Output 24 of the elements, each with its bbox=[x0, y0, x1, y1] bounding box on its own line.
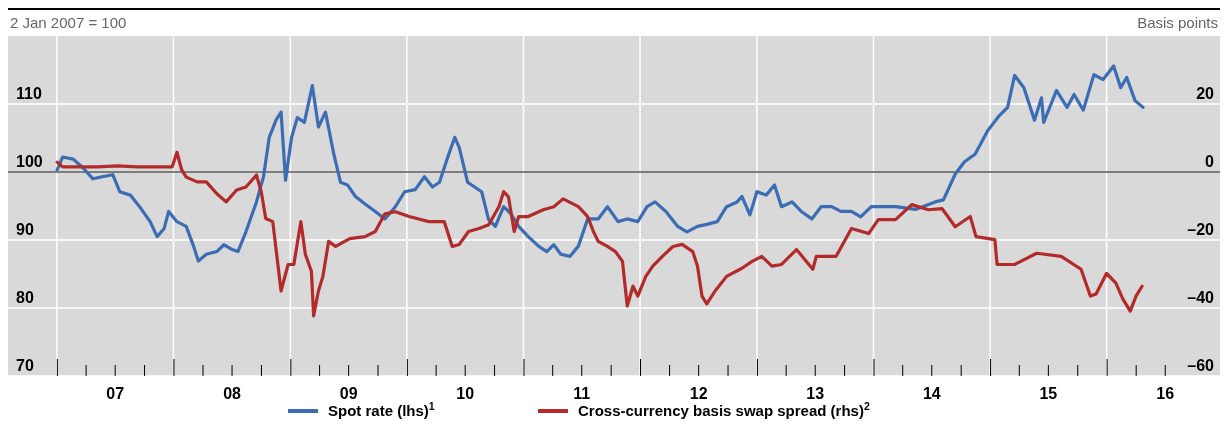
x-tick-label: 07 bbox=[106, 385, 125, 403]
x-tick-label: 10 bbox=[456, 385, 475, 403]
y2-tick-label: 0 bbox=[1205, 153, 1215, 170]
x-tick-label: 11 bbox=[573, 385, 591, 403]
x-tick-label: 13 bbox=[806, 385, 825, 403]
y2-tick-label: –20 bbox=[1187, 221, 1215, 238]
x-tick-label: 15 bbox=[1039, 385, 1058, 403]
x-tick-label: 14 bbox=[922, 385, 941, 403]
y-axis-title: 2 Jan 2007 = 100 bbox=[10, 14, 127, 31]
legend-label: Spot rate (lhs)$^{1}$ bbox=[328, 400, 435, 419]
y2-tick-label: 20 bbox=[1196, 85, 1215, 102]
x-tick-label: 12 bbox=[689, 385, 708, 403]
y2-tick-label: –40 bbox=[1187, 289, 1215, 306]
y-tick-label: 100 bbox=[16, 153, 43, 170]
legend-label: Cross-currency basis swap spread (rhs)$^{2}$ bbox=[578, 400, 870, 419]
y2-tick-label: –60 bbox=[1187, 357, 1215, 374]
y2-axis-title: Basis points bbox=[1137, 14, 1218, 31]
y-tick-label: 70 bbox=[16, 357, 34, 374]
x-tick-label: 09 bbox=[339, 385, 358, 403]
y-tick-label: 90 bbox=[16, 221, 34, 238]
y-tick-label: 110 bbox=[16, 85, 42, 102]
y-tick-label: 80 bbox=[16, 289, 34, 306]
x-tick-label: 16 bbox=[1156, 385, 1175, 403]
x-tick-label: 08 bbox=[223, 385, 242, 403]
